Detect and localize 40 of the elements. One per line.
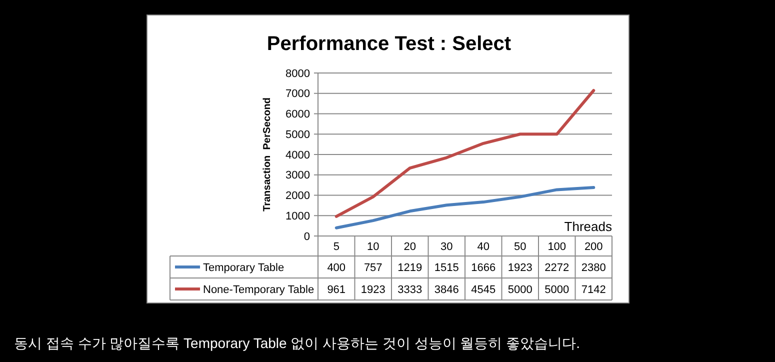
y-tick-label: 3000 [286,170,310,182]
data-label: 3333 [398,284,422,296]
data-label: 1923 [508,262,532,274]
y-tick-label: 8000 [286,68,310,80]
data-label: 2380 [581,262,606,274]
x-tick-label: 200 [584,240,603,253]
y-tick-label: 2000 [286,190,310,202]
data-label: 7142 [581,284,606,296]
y-tick-label: 6000 [286,108,310,121]
x-tick-label: 5 [333,240,340,253]
y-axis-title: Transaction PerSecond [262,98,273,212]
line-series [334,88,596,218]
legend-label: Temporary Table [203,262,284,274]
x-tick-label: 10 [367,240,380,253]
x-tick-label: 100 [548,240,566,253]
text: 동시 접속 수가 많아질수록 Temporary Table 없이 사용하는 것이 성능이 월등히 좋았습니다. [14,335,580,351]
x-axis-title: Threads [564,219,612,234]
x-tick-label: 50 [514,240,526,253]
y-tick-label: 4000 [286,149,310,162]
data-label: 4545 [471,284,496,296]
y-tick-label: 1000 [286,210,310,222]
legend-label: None-Temporary Table [203,284,314,296]
y-tick-label: 5000 [286,128,310,141]
data-label: 1923 [360,284,386,296]
data-label: 5000 [508,284,532,296]
data-label: 1219 [398,262,422,274]
x-tick-label: 30 [440,240,453,253]
data-label: 1666 [471,262,496,274]
data-label: 1515 [434,262,459,274]
chart-title: Performance Test : Select [266,33,512,55]
data-label: 400 [327,262,346,274]
x-tick-label: 20 [404,240,416,253]
data-label: 5000 [544,284,570,296]
y-tick-label: 7000 [286,88,310,100]
y-tick-label: 0 [304,230,310,243]
data-label: 2272 [544,262,570,274]
x-tick-label: 40 [477,240,490,253]
data-label: 961 [327,284,346,296]
data-label: 3846 [434,284,459,296]
data-label: 757 [364,262,382,274]
